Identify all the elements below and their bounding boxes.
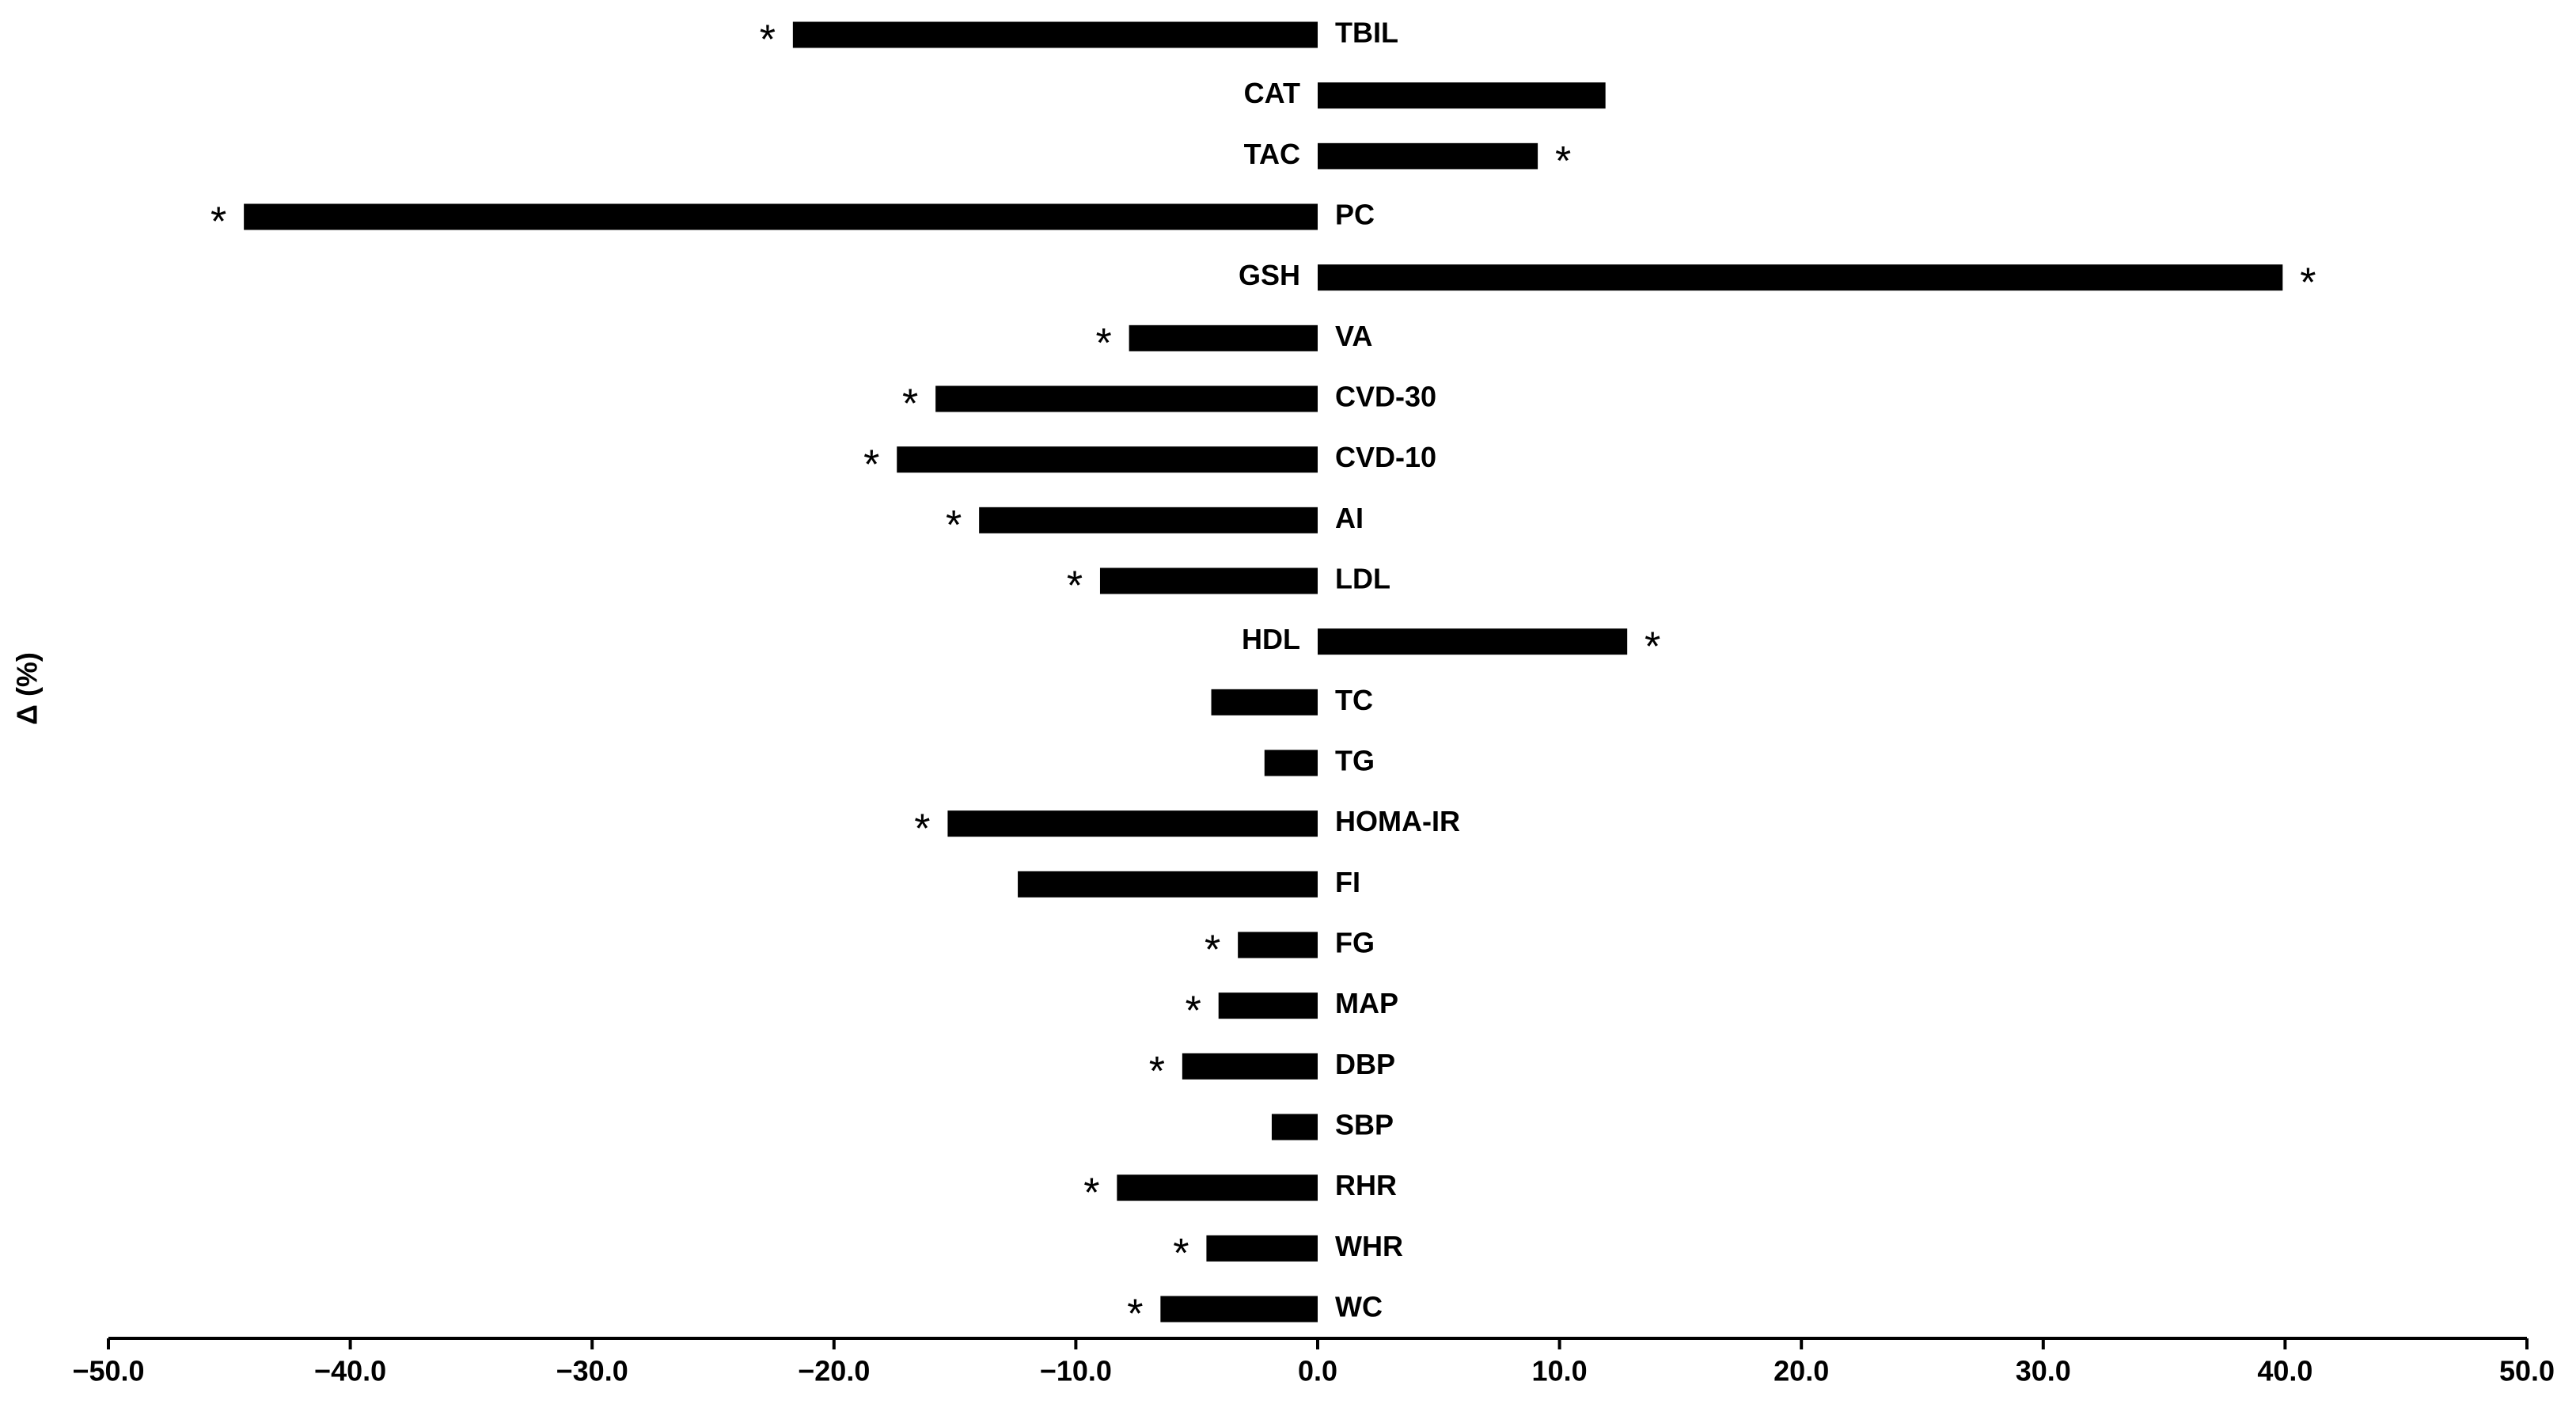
- significance-marker: *: [1173, 1231, 1189, 1277]
- category-label: TG: [1335, 745, 1375, 777]
- category-label: MAP: [1335, 987, 1398, 1019]
- bar: [1318, 82, 1606, 109]
- significance-marker: *: [1067, 564, 1083, 609]
- bar: [1129, 324, 1318, 351]
- significance-marker: *: [1205, 928, 1220, 973]
- x-tick-label: 50.0: [2499, 1355, 2555, 1387]
- significance-marker: *: [1083, 1170, 1099, 1216]
- category-label: CVD-10: [1335, 441, 1436, 473]
- category-label: FG: [1335, 927, 1375, 959]
- bar: [935, 385, 1318, 412]
- bar: [792, 21, 1318, 48]
- significance-marker: *: [1096, 321, 1112, 366]
- category-label: PC: [1335, 199, 1375, 231]
- bar: [897, 446, 1318, 473]
- bar: [1318, 142, 1538, 169]
- category-label: HOMA-IR: [1335, 805, 1460, 837]
- category-label: LDL: [1335, 563, 1390, 595]
- category-label: FI: [1335, 866, 1360, 898]
- x-tick-label: −10.0: [1040, 1355, 1112, 1387]
- category-label: TAC: [1244, 138, 1300, 170]
- bar: [1160, 1296, 1318, 1323]
- significance-marker: *: [1645, 624, 1660, 670]
- category-label: SBP: [1335, 1109, 1394, 1141]
- significance-marker: *: [902, 381, 918, 427]
- bar: [1117, 1175, 1318, 1201]
- bar: [1211, 689, 1318, 715]
- bar: [947, 810, 1318, 837]
- category-label: HDL: [1242, 623, 1300, 655]
- category-label: VA: [1335, 320, 1372, 352]
- significance-marker: *: [1186, 988, 1201, 1034]
- significance-marker: *: [1149, 1049, 1165, 1095]
- bar: [1018, 871, 1318, 898]
- bar: [979, 507, 1318, 533]
- bar: [1318, 628, 1628, 655]
- x-tick-label: 10.0: [1532, 1355, 1588, 1387]
- bar: [1264, 750, 1318, 776]
- category-label: TBIL: [1335, 17, 1398, 49]
- x-tick-label: 20.0: [1774, 1355, 1829, 1387]
- x-tick-label: 30.0: [2016, 1355, 2071, 1387]
- x-tick-label: −40.0: [314, 1355, 386, 1387]
- bar: [244, 203, 1318, 230]
- bar: [1218, 992, 1318, 1019]
- significance-marker: *: [2300, 260, 2316, 306]
- bar: [1182, 1053, 1318, 1080]
- category-label: RHR: [1335, 1169, 1397, 1201]
- category-label: DBP: [1335, 1048, 1395, 1080]
- category-label: TC: [1335, 684, 1373, 716]
- bar: [1318, 264, 2283, 291]
- x-tick-label: 40.0: [2257, 1355, 2312, 1387]
- x-tick-label: 0.0: [1298, 1355, 1337, 1387]
- x-tick-label: −30.0: [556, 1355, 628, 1387]
- x-tick-label: −50.0: [72, 1355, 144, 1387]
- significance-marker: *: [863, 442, 879, 488]
- significance-marker: *: [1555, 139, 1571, 184]
- category-label: GSH: [1239, 259, 1300, 291]
- bar: [1238, 932, 1318, 958]
- significance-marker: *: [914, 806, 930, 852]
- significance-marker: *: [946, 503, 962, 548]
- y-axis-label: Δ (%): [11, 652, 44, 725]
- significance-marker: *: [760, 17, 776, 63]
- category-label: WHR: [1335, 1230, 1403, 1262]
- significance-marker: *: [211, 199, 226, 245]
- category-label: AI: [1335, 502, 1364, 534]
- category-label: CVD-30: [1335, 381, 1436, 413]
- bar: [1271, 1114, 1318, 1140]
- category-label: CAT: [1244, 77, 1300, 109]
- bar: [1206, 1235, 1318, 1262]
- category-label: WC: [1335, 1291, 1383, 1323]
- significance-marker: *: [1127, 1292, 1143, 1338]
- x-tick-label: −20.0: [798, 1355, 870, 1387]
- bar: [1099, 567, 1318, 594]
